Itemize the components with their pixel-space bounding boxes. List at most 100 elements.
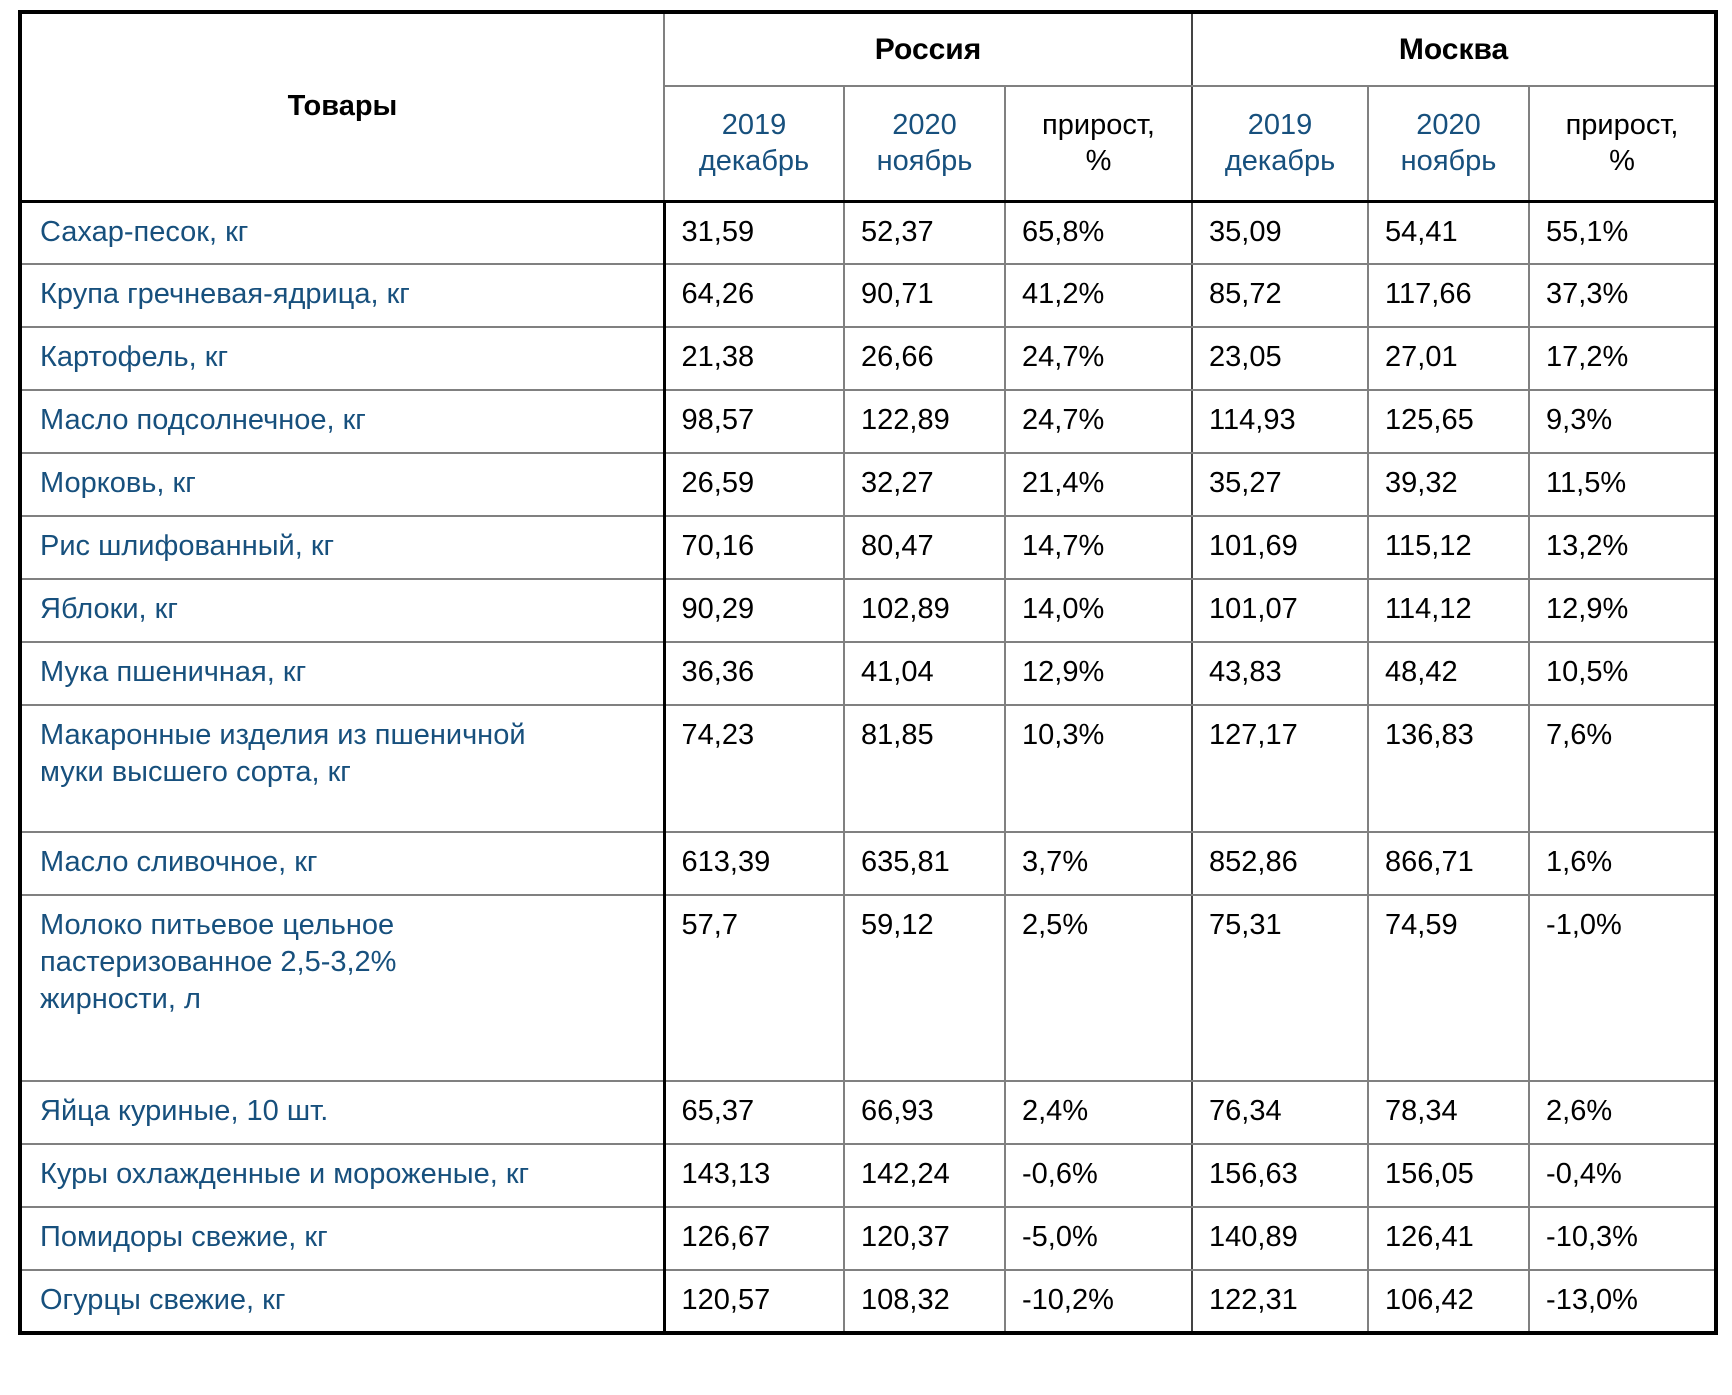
moscow-dec2019-value: 122,31	[1191, 1269, 1370, 1334]
table-row: Куры охлажденные и мороженые, кг 143,13 …	[19, 1143, 1718, 1208]
moscow-dec2019-value: 156,63	[1191, 1143, 1370, 1208]
product-name: Яблоки, кг	[19, 578, 666, 643]
product-name: Рис шлифованный, кг	[19, 515, 666, 580]
moscow-growth-header: прирост, %	[1528, 85, 1718, 203]
moscow-growth-value: 11,5%	[1528, 452, 1718, 517]
moscow-growth-value: 1,6%	[1528, 831, 1718, 896]
moscow-dec2019-header: 2019 декабрь	[1191, 85, 1370, 203]
russia-growth-value: 2,5%	[1003, 894, 1194, 1082]
header-line: прирост,	[1565, 109, 1679, 141]
header-line: декабрь	[698, 145, 810, 178]
product-name: Крупа гречневая-ядрица, кг	[19, 263, 666, 328]
header-line: ноябрь	[876, 145, 973, 178]
moscow-growth-value: -0,4%	[1528, 1143, 1718, 1208]
moscow-nov2020-value: 126,41	[1367, 1206, 1531, 1271]
moscow-nov2020-value: 866,71	[1367, 831, 1531, 896]
russia-growth-value: 14,0%	[1003, 578, 1194, 643]
russia-growth-value: 65,8%	[1003, 200, 1194, 265]
russia-growth-value: 12,9%	[1003, 641, 1194, 706]
russia-growth-value: 24,7%	[1003, 326, 1194, 391]
russia-dec2019-value: 120,57	[663, 1269, 845, 1334]
russia-nov2020-value: 635,81	[843, 831, 1006, 896]
russia-nov2020-value: 122,89	[843, 389, 1006, 454]
russia-nov2020-value: 81,85	[843, 704, 1006, 833]
moscow-growth-value: -1,0%	[1528, 894, 1718, 1082]
moscow-dec2019-value: 23,05	[1191, 326, 1370, 391]
moscow-dec2019-value: 43,83	[1191, 641, 1370, 706]
russia-growth-value: 10,3%	[1003, 704, 1194, 833]
product-name: Огурцы свежие, кг	[19, 1269, 666, 1334]
russia-growth-value: -5,0%	[1003, 1206, 1194, 1271]
moscow-dec2019-value: 852,86	[1191, 831, 1370, 896]
moscow-dec2019-value: 85,72	[1191, 263, 1370, 328]
moscow-growth-value: 37,3%	[1528, 263, 1718, 328]
russia-dec2019-value: 98,57	[663, 389, 845, 454]
russia-dec2019-value: 31,59	[663, 200, 845, 265]
product-name: Масло подсолнечное, кг	[19, 389, 666, 454]
product-name: Куры охлажденные и мороженые, кг	[19, 1143, 666, 1208]
table-row: Морковь, кг 26,59 32,27 21,4% 35,27 39,3…	[19, 452, 1718, 517]
product-name: Сахар-песок, кг	[19, 200, 666, 265]
russia-group-header: Россия	[662, 11, 1194, 87]
russia-nov2020-value: 26,66	[843, 326, 1006, 391]
russia-dec2019-value: 21,38	[663, 326, 845, 391]
product-name: Молоко питьевое цельное пастеризованное …	[19, 894, 666, 1082]
moscow-nov2020-value: 136,83	[1367, 704, 1531, 833]
moscow-nov2020-value: 114,12	[1367, 578, 1531, 643]
russia-nov2020-value: 32,27	[843, 452, 1006, 517]
table-row: Макаронные изделия из пшеничной муки выс…	[19, 704, 1718, 833]
russia-dec2019-header: 2019 декабрь	[663, 85, 845, 203]
moscow-dec2019-value: 76,34	[1191, 1080, 1370, 1145]
table-header: Товары Россия Москва 2019 декабрь 2020 н…	[19, 11, 1718, 203]
product-name: Помидоры свежие, кг	[19, 1206, 666, 1271]
table-row: Яйца куриные, 10 шт. 65,37 66,93 2,4% 76…	[19, 1080, 1718, 1145]
header-line: прирост,	[1042, 109, 1155, 141]
moscow-nov2020-value: 125,65	[1367, 389, 1531, 454]
table-row: Помидоры свежие, кг 126,67 120,37 -5,0% …	[19, 1206, 1718, 1271]
russia-dec2019-value: 26,59	[663, 452, 845, 517]
russia-nov2020-header: 2020 ноябрь	[843, 85, 1006, 203]
russia-dec2019-value: 57,7	[663, 894, 845, 1082]
header-line: 2020	[892, 109, 957, 141]
russia-nov2020-value: 66,93	[843, 1080, 1006, 1145]
moscow-nov2020-value: 115,12	[1367, 515, 1531, 580]
russia-growth-value: -0,6%	[1003, 1143, 1194, 1208]
moscow-growth-value: 10,5%	[1528, 641, 1718, 706]
russia-dec2019-value: 64,26	[663, 263, 845, 328]
russia-nov2020-value: 41,04	[843, 641, 1006, 706]
russia-dec2019-value: 613,39	[663, 831, 845, 896]
moscow-nov2020-value: 106,42	[1367, 1269, 1531, 1334]
moscow-dec2019-value: 114,93	[1191, 389, 1370, 454]
moscow-growth-value: -10,3%	[1528, 1206, 1718, 1271]
table-row: Мука пшеничная, кг 36,36 41,04 12,9% 43,…	[19, 641, 1718, 706]
moscow-dec2019-value: 101,07	[1191, 578, 1370, 643]
russia-nov2020-value: 102,89	[843, 578, 1006, 643]
russia-growth-value: 14,7%	[1003, 515, 1194, 580]
russia-growth-value: 2,4%	[1003, 1080, 1194, 1145]
russia-dec2019-value: 36,36	[663, 641, 845, 706]
price-comparison-table: Товары Россия Москва 2019 декабрь 2020 н…	[18, 10, 1719, 1335]
header-line: 2019	[1247, 109, 1313, 141]
table-row: Картофель, кг 21,38 26,66 24,7% 23,05 27…	[19, 326, 1718, 391]
product-name: Макаронные изделия из пшеничной муки выс…	[19, 704, 666, 833]
russia-growth-value: 3,7%	[1003, 831, 1194, 896]
header-line: %	[1085, 145, 1112, 178]
table-row: Крупа гречневая-ядрица, кг 64,26 90,71 4…	[19, 263, 1718, 328]
russia-growth-value: 41,2%	[1003, 263, 1194, 328]
russia-dec2019-value: 126,67	[663, 1206, 845, 1271]
product-name: Масло сливочное, кг	[19, 831, 666, 896]
moscow-growth-value: 13,2%	[1528, 515, 1718, 580]
moscow-nov2020-value: 39,32	[1367, 452, 1531, 517]
moscow-nov2020-value: 78,34	[1367, 1080, 1531, 1145]
moscow-nov2020-value: 54,41	[1367, 200, 1531, 265]
russia-dec2019-value: 90,29	[663, 578, 845, 643]
russia-nov2020-value: 59,12	[843, 894, 1006, 1082]
russia-dec2019-value: 65,37	[663, 1080, 845, 1145]
moscow-growth-value: 17,2%	[1528, 326, 1718, 391]
moscow-dec2019-value: 127,17	[1191, 704, 1370, 833]
moscow-dec2019-value: 75,31	[1191, 894, 1370, 1082]
header-line: %	[1609, 145, 1635, 178]
russia-nov2020-value: 52,37	[843, 200, 1006, 265]
moscow-growth-value: 12,9%	[1528, 578, 1718, 643]
table-row: Масло подсолнечное, кг 98,57 122,89 24,7…	[19, 389, 1718, 454]
